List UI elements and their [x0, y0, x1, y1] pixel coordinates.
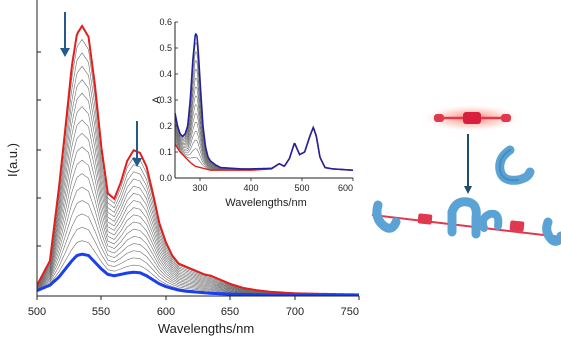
assembly-bead — [509, 220, 525, 232]
inset-final-curve — [175, 32, 353, 171]
main-x-tick-label: 650 — [221, 306, 239, 318]
decrease-arrow-1-head — [60, 48, 70, 57]
inset-x-axis-title: Wavelengths/nm — [225, 197, 307, 209]
inset-y-axis-title: A — [151, 96, 163, 104]
process-arrow-head — [464, 186, 472, 194]
assembly-tube — [542, 217, 561, 246]
decrease-arrow-2-head — [132, 158, 142, 167]
main-y-axis-title: I(a.u.) — [5, 143, 20, 177]
main-y-ticks — [37, 51, 41, 247]
host-tube-icon — [495, 145, 535, 185]
rod-bead-center — [463, 112, 481, 124]
inset-x-tick-label: 300 — [192, 183, 207, 193]
main-chart: 500 550 600 650 700 750 Wavelengths/nm I… — [5, 0, 360, 336]
main-x-tick-label: 750 — [341, 306, 359, 318]
threaded-assembly-icon — [371, 197, 561, 246]
main-x-axis-title: Wavelengths/nm — [158, 321, 254, 336]
inset-x-tick-label: 500 — [294, 183, 309, 193]
inset-y-tick-label: 0.3 — [159, 95, 172, 105]
decrease-arrow-2 — [132, 121, 142, 167]
main-final-curve — [37, 252, 359, 296]
inset-x-tick-label: 400 — [243, 183, 258, 193]
intermediate-curve — [37, 159, 359, 296]
main-x-ticks — [36, 296, 360, 300]
main-x-tick-label: 600 — [157, 306, 175, 318]
main-x-tick-label: 700 — [286, 306, 304, 318]
assembly-tube — [447, 197, 481, 239]
inset-y-tick-label: 0.6 — [159, 17, 172, 27]
main-x-tick-label: 550 — [92, 306, 110, 318]
assembly-schematic — [371, 105, 561, 246]
decrease-arrow-1 — [60, 12, 70, 57]
inset-y-tick-label: 0.2 — [159, 121, 172, 131]
inset-chart: 0.0 0.1 0.2 0.3 0.4 0.5 0.6 300 400 500 … — [151, 17, 354, 209]
assembly-axis — [371, 214, 561, 238]
rod-bead-left — [434, 114, 444, 122]
host-tube-shadow — [498, 149, 519, 182]
inset-y-tick-label: 0.5 — [159, 43, 172, 53]
main-initial-curve — [37, 24, 359, 296]
inset-y-tick-label: 0.0 — [159, 173, 172, 183]
inset-x-tick-label: 600 — [338, 183, 353, 193]
inset-y-tick-label: 0.1 — [159, 147, 172, 157]
assembly-tube — [478, 209, 503, 232]
assembly-tube — [372, 200, 401, 233]
main-x-tick-label: 500 — [28, 306, 46, 318]
inset-y-tick-label: 0.4 — [159, 69, 172, 79]
inset-x-ticks — [199, 178, 354, 181]
process-arrow-icon — [464, 134, 472, 194]
glowing-rod-icon — [424, 105, 520, 131]
inset-y-ticks — [175, 21, 178, 179]
assembly-bead — [417, 213, 433, 225]
intermediate-curve — [37, 200, 359, 296]
rod-bead-right — [501, 114, 511, 122]
